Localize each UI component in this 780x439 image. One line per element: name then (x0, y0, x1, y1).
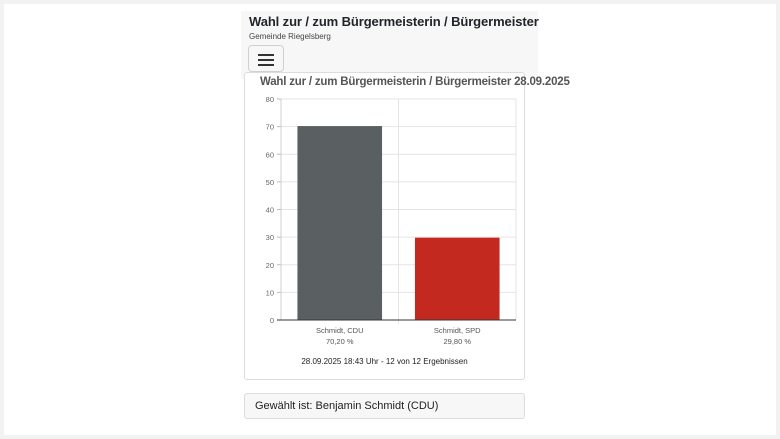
chart-card: Wahl zur / zum Bürgermeisterin / Bürgerm… (244, 72, 570, 380)
bar-1 (297, 126, 383, 320)
y-tick-label: 0 (270, 316, 274, 325)
y-tick-label: 10 (266, 288, 274, 297)
hamburger-icon-line (258, 59, 274, 61)
elected-result-text: Gewählt ist: Benjamin Schmidt (CDU) (255, 400, 439, 412)
y-tick-label: 40 (266, 206, 274, 215)
chart-timestamp: 28.09.2025 18:43 Uhr - 12 von 12 Ergebni… (301, 357, 468, 366)
y-tick-label: 20 (266, 261, 274, 270)
data-label: 70,20 % (326, 337, 354, 346)
page-subtitle: Gemeinde Riegelsberg (249, 32, 331, 41)
y-tick-label: 60 (266, 150, 274, 159)
y-tick-label: 80 (266, 95, 274, 104)
page-title: Wahl zur / zum Bürgermeisterin / Bürgerm… (249, 14, 539, 29)
x-tick-label: Schmidt, CDU (316, 326, 364, 335)
y-tick-label: 70 (266, 123, 274, 132)
menu-toggle-button[interactable] (248, 45, 284, 72)
site-header: Wahl zur / zum Bürgermeisterin / Bürgerm… (241, 11, 539, 79)
hamburger-icon-line (258, 64, 274, 66)
y-tick-label: 30 (266, 233, 274, 242)
x-tick-label: Schmidt, SPD (434, 326, 481, 335)
bar-2 (414, 237, 500, 320)
data-label: 29,80 % (443, 337, 471, 346)
chart-title: Wahl zur / zum Bürgermeisterin / Bürgerm… (260, 76, 570, 88)
result-box: Gewählt ist: Benjamin Schmidt (CDU) (244, 393, 525, 419)
y-tick-label: 50 (266, 178, 274, 187)
hamburger-icon (258, 54, 274, 56)
bar-chart: 0 10 20 30 40 50 60 70 80 Schmidt, CDU 70,20 % Schm… (266, 95, 517, 346)
